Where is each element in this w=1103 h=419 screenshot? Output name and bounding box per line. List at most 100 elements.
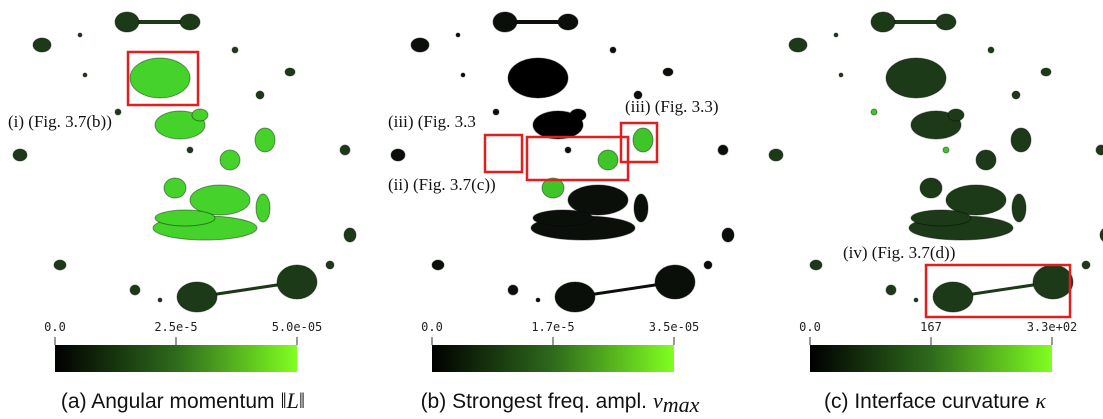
droplet [492, 11, 518, 33]
droplet [339, 144, 351, 156]
caption: (a) Angular momentum ‖L‖ [61, 388, 305, 413]
droplet [154, 110, 206, 140]
highlight-box [483, 133, 524, 174]
droplet [231, 46, 239, 54]
droplet [870, 11, 896, 33]
caption-part: ‖L‖ [281, 388, 306, 413]
colorbar-tick-label: 3.3e+02 [1027, 320, 1078, 334]
droplet [1040, 67, 1052, 77]
droplet [987, 46, 995, 54]
droplet [1081, 260, 1091, 270]
annotation: (iv) (Fig. 3.7(d)) [843, 243, 955, 262]
droplet [633, 90, 643, 100]
droplet [343, 227, 357, 243]
highlight-box [126, 50, 200, 107]
droplet [492, 108, 500, 116]
droplet [721, 227, 735, 243]
droplet [609, 46, 617, 54]
droplet [176, 281, 218, 313]
droplet [1011, 90, 1021, 100]
droplet [507, 57, 569, 99]
droplet [632, 127, 654, 153]
annotation: (iii) (Fig. 3.3) [625, 97, 719, 116]
droplet [942, 146, 950, 154]
caption-part: (a) Angular momentum [61, 390, 275, 413]
droplet [885, 284, 897, 296]
annotation: (i) (Fig. 3.7(b)) [8, 112, 112, 131]
labels: (i) (Fig. 3.7(b)) 0.0 2.5e-5 5.0e-05 (a) Ang… [7, 50, 1078, 417]
droplet [12, 148, 28, 162]
droplet [53, 259, 67, 271]
droplet [567, 184, 629, 216]
annotation: (ii) (Fig. 3.7(c)) [388, 175, 496, 194]
droplet [276, 264, 318, 300]
droplet [541, 177, 565, 199]
droplet [703, 260, 713, 270]
colorbar [55, 345, 297, 372]
droplet [557, 13, 579, 31]
colorbar [810, 345, 1052, 372]
caption: (b) Strongest freq. ampl. νmax [421, 388, 700, 417]
droplet [82, 72, 88, 78]
droplet [654, 264, 696, 300]
droplet [1099, 228, 1103, 242]
droplet [154, 209, 216, 227]
caption-part: max [663, 392, 700, 417]
droplet [870, 108, 878, 116]
colorbar-tick-label: 2.5e-5 [154, 320, 197, 334]
droplet [163, 177, 187, 199]
droplet [885, 57, 947, 99]
renderings [12, 11, 1103, 313]
colorbar-tick-label: 5.0e-05 [272, 320, 323, 334]
caption-part: κ [1035, 388, 1046, 413]
droplet [191, 108, 209, 122]
droplet [532, 110, 584, 140]
droplet [157, 297, 163, 303]
droplet [219, 149, 241, 171]
droplet [809, 259, 823, 271]
colorbar [432, 345, 674, 372]
droplet [768, 148, 784, 162]
droplet [179, 13, 201, 31]
droplet [114, 108, 122, 116]
highlight-box [619, 121, 659, 164]
droplet [186, 146, 194, 154]
droplet [114, 11, 140, 33]
droplet [947, 108, 965, 122]
droplet [935, 13, 957, 31]
droplet [569, 108, 587, 122]
droplet [662, 67, 674, 77]
caption-part: ν [653, 388, 663, 413]
droplet [945, 184, 1007, 216]
droplet [554, 281, 596, 313]
droplet [390, 148, 406, 162]
highlight-box [525, 135, 630, 182]
colorbar-tick-label: 3.5e-05 [649, 320, 700, 334]
droplet [431, 259, 445, 271]
colorbar-tick-label: 0.0 [799, 320, 821, 334]
droplet [1011, 193, 1027, 223]
colorbar-tick-label: 1.7e-5 [531, 320, 574, 334]
droplet [129, 57, 191, 99]
droplet [1032, 264, 1074, 300]
caption-part: (c) Interface curvature [824, 390, 1029, 413]
caption: (c) Interface curvature κ [824, 388, 1046, 413]
droplet [919, 177, 943, 199]
droplet [189, 184, 251, 216]
droplet [284, 67, 296, 77]
droplet [325, 260, 335, 270]
annotation: (iii) (Fig. 3.3 [388, 112, 476, 131]
droplet [77, 32, 83, 38]
droplet [1010, 127, 1032, 153]
droplet [532, 209, 594, 227]
droplet [932, 281, 974, 313]
colorbar-tick-label: 0.0 [44, 320, 66, 334]
droplet [910, 110, 962, 140]
droplet [564, 146, 572, 154]
droplet [129, 284, 141, 296]
droplet [910, 209, 972, 227]
droplet [535, 297, 541, 303]
droplet [255, 90, 265, 100]
colorbar-tick-label: 0.0 [421, 320, 443, 334]
